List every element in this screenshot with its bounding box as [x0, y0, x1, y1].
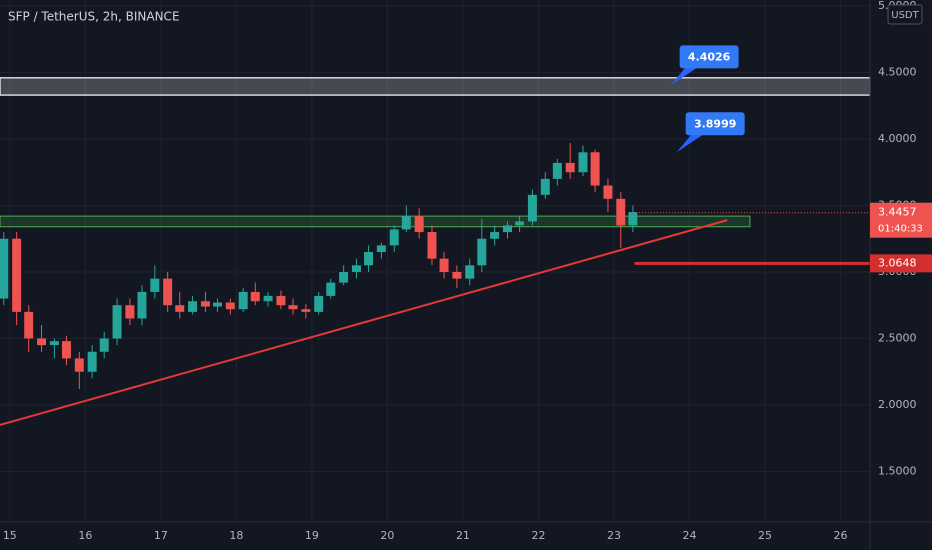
- candle-body: [603, 185, 613, 199]
- candle-body: [540, 178, 550, 195]
- candle-body: [263, 295, 273, 302]
- candle-body: [61, 341, 71, 359]
- candle-body: [364, 252, 374, 266]
- current-price-box: [870, 202, 932, 238]
- x-tick-label: 17: [154, 529, 168, 542]
- x-tick-label: 21: [456, 529, 470, 542]
- currency: USDT: [891, 10, 919, 21]
- candle-body: [314, 295, 324, 312]
- candle-body: [590, 152, 600, 186]
- candle-body: [37, 338, 47, 346]
- candle-body: [401, 216, 411, 230]
- y-tick-label: 1.5000: [878, 464, 917, 477]
- candle-body: [87, 351, 97, 372]
- callout-pointer: [676, 134, 704, 153]
- candle-body: [503, 225, 512, 233]
- candle-body: [339, 271, 349, 283]
- candle-body: [326, 282, 336, 296]
- candle-body: [439, 258, 449, 272]
- candle-body: [213, 302, 222, 307]
- candle-body: [0, 238, 9, 299]
- candle-body: [175, 305, 185, 312]
- candle-body: [389, 229, 399, 246]
- candle-body: [238, 291, 248, 310]
- candle-body: [465, 265, 475, 279]
- candle-body: [125, 305, 135, 319]
- callout-label: 4.4026: [688, 50, 731, 63]
- callout-pointer: [670, 67, 698, 86]
- x-tick-label: 19: [305, 529, 319, 542]
- trendline: [0, 219, 728, 426]
- candle-body: [112, 305, 122, 339]
- candle-body: [515, 221, 525, 226]
- candle-body: [376, 245, 386, 253]
- y-tick-label: 2.0000: [878, 398, 917, 411]
- x-tick-label: 16: [78, 529, 92, 542]
- y-tick-label: 4.0000: [878, 132, 917, 145]
- candle-body: [12, 238, 22, 312]
- callout-box: [679, 45, 739, 69]
- x-tick-label: 25: [758, 529, 772, 542]
- candle-body: [225, 302, 235, 310]
- x-tick-label: 18: [229, 529, 243, 542]
- candle-body: [276, 295, 286, 306]
- candle-body: [414, 216, 424, 233]
- candle-body: [49, 341, 59, 346]
- candle-body: [163, 278, 173, 306]
- support-zone: [0, 215, 751, 228]
- x-tick-label: 20: [380, 529, 394, 542]
- currency-box: [887, 4, 923, 25]
- candle-body: [137, 291, 147, 319]
- candle-body: [578, 152, 588, 173]
- candle-body: [200, 301, 210, 307]
- x-tick-label: 24: [683, 529, 697, 542]
- candle-body: [552, 162, 562, 179]
- callout-box: [685, 112, 745, 136]
- candle-body: [477, 238, 487, 266]
- x-tick-label: 26: [834, 529, 848, 542]
- candle-body: [616, 198, 626, 226]
- candle-body: [527, 194, 537, 222]
- candle-body: [490, 232, 500, 239]
- level-price-label: 3.0648: [878, 256, 917, 269]
- resistance-zone: [0, 77, 871, 96]
- candle-body: [628, 212, 638, 226]
- candle-body: [99, 338, 109, 352]
- chart-title: SFP / TetherUS, 2h, BINANCE: [8, 10, 180, 24]
- x-tick-label: 15: [3, 529, 17, 542]
- current-price-label: 3.4457: [878, 206, 917, 219]
- candle-body: [288, 305, 298, 310]
- candle-body: [150, 278, 160, 292]
- callout-label: 3.8999: [694, 117, 736, 130]
- candle-body: [250, 291, 260, 302]
- candle-body: [188, 301, 198, 312]
- candle-body: [24, 311, 34, 339]
- x-tick-label: 22: [531, 529, 545, 542]
- level-price-box: [870, 254, 932, 273]
- x-tick-label: 23: [607, 529, 621, 542]
- y-tick-label: 2.5000: [878, 331, 917, 344]
- candle-body: [351, 265, 361, 272]
- candle-body: [301, 309, 311, 312]
- y-tick-label: 4.5000: [878, 65, 917, 78]
- candle-body: [452, 271, 462, 279]
- candle-body: [74, 358, 84, 372]
- countdown: 01:40:33: [878, 224, 923, 235]
- candle-body: [427, 232, 437, 259]
- candle-body: [565, 162, 575, 173]
